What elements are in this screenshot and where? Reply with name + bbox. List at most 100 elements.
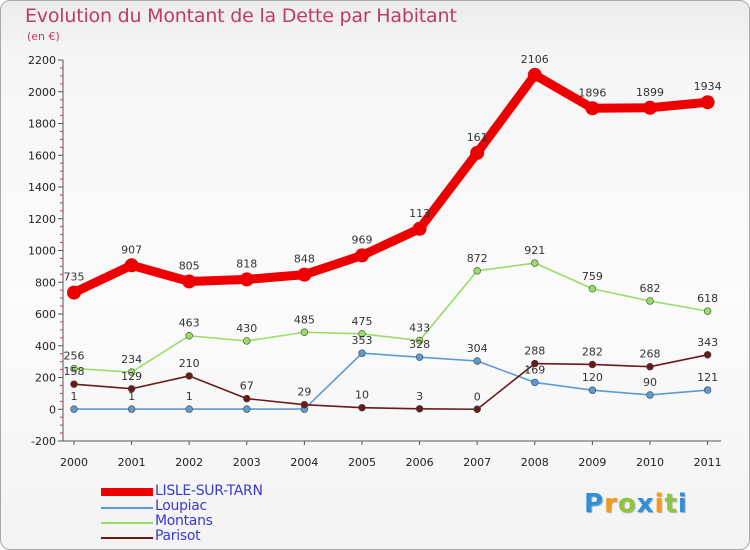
legend-label-parisot: Parisot [155, 528, 201, 544]
data-point[interactable] [67, 285, 81, 300]
data-label: 805 [179, 259, 200, 272]
series-layer [67, 67, 715, 413]
data-point[interactable] [646, 297, 654, 305]
data-point[interactable] [646, 363, 654, 371]
data-label: 343 [697, 336, 718, 349]
x-tick-label: 2004 [290, 456, 318, 469]
data-point[interactable] [531, 359, 539, 368]
data-point[interactable] [588, 386, 597, 394]
data-point[interactable] [124, 258, 139, 273]
data-point[interactable] [300, 328, 309, 336]
data-point[interactable] [531, 378, 539, 387]
data-label: 304 [467, 342, 488, 355]
legend: LISLE-SUR-TARN Loupiac Montans Parisot [101, 483, 301, 545]
data-label: 234 [121, 353, 142, 366]
y-tick-label: 2200 [28, 54, 56, 67]
data-label: 618 [697, 292, 718, 305]
brand-letter: o [617, 489, 637, 519]
series-line [73, 352, 709, 410]
data-point[interactable] [703, 307, 712, 315]
series-line [73, 262, 709, 373]
data-label: 1899 [636, 86, 664, 99]
data-point[interactable] [185, 332, 193, 340]
data-label: 288 [524, 345, 545, 358]
data-point[interactable] [415, 336, 424, 345]
brand-letter: i [654, 489, 665, 519]
legend-label-montans: Montans [155, 513, 213, 529]
data-label: 2106 [521, 53, 549, 66]
data-point[interactable] [703, 386, 712, 394]
data-point[interactable] [473, 405, 481, 413]
data-point[interactable] [527, 67, 542, 82]
data-point[interactable] [358, 330, 366, 338]
data-point[interactable] [70, 380, 78, 388]
data-point[interactable] [415, 405, 424, 413]
data-point[interactable] [70, 405, 78, 413]
series-montans [70, 259, 712, 376]
data-point[interactable] [243, 337, 251, 345]
y-tick-label: 400 [35, 340, 56, 353]
data-point[interactable] [703, 351, 712, 359]
y-tick-label: 800 [35, 276, 56, 289]
data-label: 113 [409, 207, 430, 220]
data-point[interactable] [355, 248, 369, 263]
data-point[interactable] [588, 360, 597, 369]
x-tick-label: 2005 [348, 456, 376, 469]
data-label: 129 [121, 370, 142, 383]
y-tick-label: 1200 [28, 213, 56, 226]
data-point[interactable] [182, 274, 197, 289]
data-point[interactable] [643, 100, 657, 115]
data-point[interactable] [127, 385, 136, 393]
legend-item-lisle[interactable]: LISLE-SUR-TARN [101, 483, 301, 500]
legend-swatch-loupiac [101, 507, 153, 509]
data-point[interactable] [358, 403, 366, 412]
data-point[interactable] [588, 285, 597, 293]
legend-item-parisot[interactable]: Parisot [101, 528, 301, 545]
data-point[interactable] [415, 353, 424, 361]
data-label: 29 [297, 386, 311, 399]
series-loupiac [70, 349, 712, 413]
data-label: 120 [582, 371, 603, 384]
data-label: 210 [179, 357, 200, 370]
legend-swatch-parisot [101, 537, 153, 539]
legend-item-montans[interactable]: Montans [101, 513, 301, 530]
brand-logo: Proxiti [584, 489, 688, 519]
data-point[interactable] [531, 259, 539, 267]
legend-item-loupiac[interactable]: Loupiac [101, 499, 301, 515]
y-tick-label: 2000 [28, 86, 56, 99]
legend-swatch-montans [101, 522, 153, 524]
data-point[interactable] [700, 95, 715, 110]
data-label: 1934 [694, 80, 722, 93]
data-point[interactable] [300, 400, 309, 409]
data-point[interactable] [70, 364, 78, 373]
brand-letter: t [664, 489, 678, 519]
data-label: 0 [474, 390, 481, 403]
brand-letter: P [584, 489, 605, 519]
data-point[interactable] [127, 405, 136, 413]
legend-swatch-lisle [101, 488, 153, 496]
data-label: 475 [352, 315, 373, 328]
y-tick-label: 0 [49, 403, 56, 416]
data-label: 1 [186, 390, 193, 403]
y-tick-label: 1800 [28, 118, 56, 131]
data-point[interactable] [239, 272, 254, 287]
data-point[interactable] [473, 267, 481, 275]
data-point[interactable] [358, 349, 366, 357]
data-point[interactable] [127, 368, 136, 376]
legend-label-lisle: LISLE-SUR-TARN [155, 483, 263, 499]
data-point[interactable] [470, 145, 485, 160]
y-tick-label: 600 [35, 308, 56, 321]
data-label: 818 [236, 257, 257, 270]
data-point[interactable] [243, 394, 251, 403]
data-point[interactable] [185, 372, 193, 380]
data-label: 907 [121, 243, 142, 256]
data-point[interactable] [185, 405, 193, 413]
data-point[interactable] [297, 267, 312, 282]
data-point[interactable] [243, 405, 251, 413]
data-point[interactable] [646, 391, 654, 399]
data-point[interactable] [412, 221, 427, 236]
data-label: 161 [467, 131, 488, 144]
data-point[interactable] [585, 101, 600, 116]
y-tick-label: 1000 [28, 245, 56, 258]
data-point[interactable] [473, 357, 481, 365]
